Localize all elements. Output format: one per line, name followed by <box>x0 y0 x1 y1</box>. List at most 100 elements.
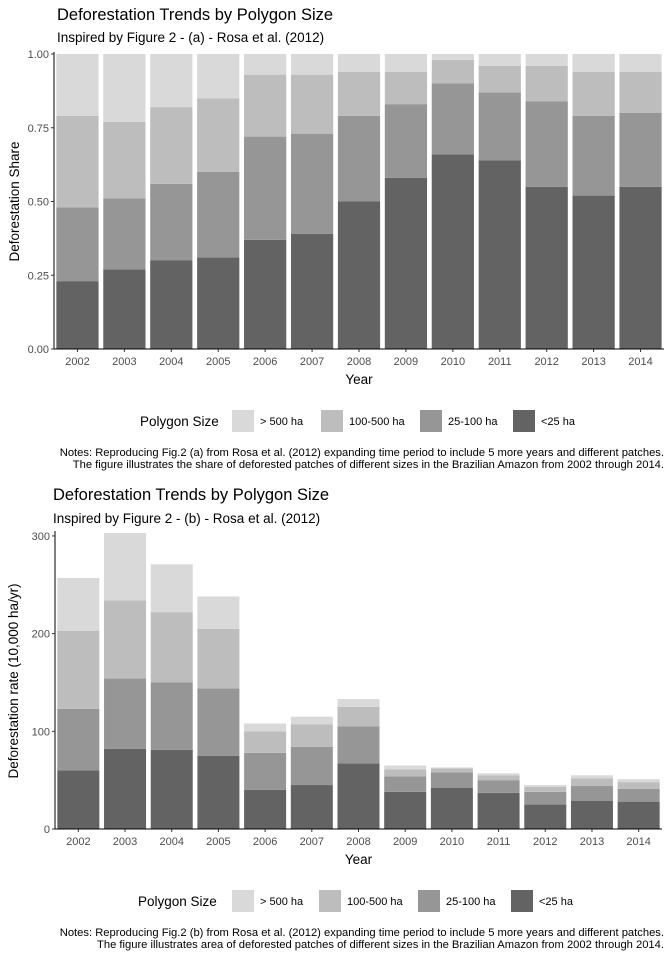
bar-segment <box>619 186 662 349</box>
bar-segment <box>244 789 287 829</box>
bar-segment <box>430 768 473 773</box>
y-tick-label: 200 <box>32 629 50 641</box>
bar-segment <box>337 706 380 727</box>
bar-segment <box>197 688 240 756</box>
bar-segment <box>524 785 567 787</box>
bar-segment <box>619 113 662 187</box>
note-line: The figure illustrates the share of defo… <box>72 459 664 471</box>
x-tick-label: 2009 <box>394 356 418 368</box>
bar-segment <box>524 791 567 805</box>
y-tick-label: 0.50 <box>28 197 49 209</box>
x-tick-label: 2014 <box>628 356 652 368</box>
x-axis-title: Year <box>345 852 373 867</box>
bar-segment <box>337 699 380 707</box>
y-axis-title: Deforestation rate (10,000 ha/yr) <box>6 583 21 778</box>
bar-segment <box>431 54 474 60</box>
x-tick-label: 2004 <box>159 836 183 848</box>
bar-segment <box>103 54 146 122</box>
bar-segment <box>244 74 287 137</box>
bar-segment <box>572 115 615 196</box>
x-tick-label: 2011 <box>488 356 512 368</box>
chart-title: Deforestation Trends by Polygon Size <box>53 486 330 504</box>
bar-segment <box>384 104 428 178</box>
chart-subtitle: Inspired by Figure 2 - (b) - Rosa et al.… <box>53 511 321 526</box>
bar-segment <box>56 115 99 208</box>
bar-segment <box>477 792 520 829</box>
legend-label: > 500 ha <box>260 896 304 908</box>
chart-notes: Notes: Reproducing Fig.2 (a) from Rosa e… <box>60 447 664 471</box>
bar-segment <box>150 54 193 108</box>
bar-segment <box>244 752 287 790</box>
bar-segment <box>150 107 193 184</box>
legend-swatch <box>321 410 343 432</box>
bar-segment <box>57 630 100 709</box>
legend-swatch <box>418 890 440 912</box>
bar-segment <box>56 54 99 116</box>
x-tick-label: 2006 <box>253 356 277 368</box>
y-tick-label: 0.75 <box>28 123 49 135</box>
bar-segment <box>337 726 380 764</box>
bar-segment <box>570 775 613 779</box>
y-tick-label: 100 <box>32 726 50 738</box>
bar-segment <box>104 748 147 829</box>
legend-label: <25 ha <box>539 896 574 908</box>
x-tick-label: 2013 <box>580 836 604 848</box>
bar-segment <box>617 788 660 802</box>
bar-segment <box>244 239 287 349</box>
bar-segment <box>525 65 568 102</box>
y-tick-label: 300 <box>32 531 50 543</box>
chart-rate: 0 100 200 300 2002 2003 2004 2005 2006 2007 2008 20… <box>6 531 662 912</box>
bar-segment <box>430 767 473 769</box>
bar-segment <box>477 775 520 781</box>
x-tick-label: 2012 <box>533 836 557 848</box>
x-tick-label: 2008 <box>347 356 371 368</box>
legend-title: Polygon Size <box>138 894 217 909</box>
x-tick-label: 2006 <box>253 836 277 848</box>
bar-segment <box>57 770 100 829</box>
bar-segment <box>337 201 381 349</box>
legend-swatch <box>319 890 341 912</box>
bar-segment <box>150 260 193 349</box>
bar-segment <box>384 769 427 777</box>
legend-swatch <box>420 410 442 432</box>
bar-segment <box>478 65 521 93</box>
bar-segment <box>244 54 287 75</box>
bar-segment <box>290 716 333 725</box>
bar-segment <box>431 83 474 155</box>
bar-segment <box>430 772 473 788</box>
bar-segment <box>104 533 147 601</box>
x-tick-label: 2009 <box>393 836 417 848</box>
bar-segment <box>197 628 240 689</box>
bar-segment <box>478 92 521 161</box>
bar-segment <box>244 723 287 732</box>
bar-segment <box>384 791 427 829</box>
legend-swatch <box>513 410 535 432</box>
bar-segment <box>337 54 381 72</box>
bar-segment <box>104 600 147 679</box>
x-tick-label: 2013 <box>581 356 605 368</box>
bar-segment <box>477 780 520 793</box>
y-tick-label: 0.00 <box>28 344 49 356</box>
bar-segment <box>150 612 193 683</box>
bar-segment <box>384 54 428 72</box>
x-tick-label: 2007 <box>300 836 324 848</box>
legend-label: 25-100 ha <box>448 416 498 428</box>
bar-segment <box>197 172 240 258</box>
bar-segment <box>337 763 380 829</box>
chart-title: Deforestation Trends by Polygon Size <box>57 6 334 24</box>
x-tick-label: 2004 <box>159 356 183 368</box>
bar-segment <box>431 59 474 84</box>
bar-segment <box>150 749 193 829</box>
bar-segment <box>477 773 520 776</box>
bar-segment <box>617 779 660 783</box>
chart-panel-share: Deforestation Trends by Polygon Size Ins… <box>7 6 664 471</box>
bar-segment <box>337 71 381 116</box>
legend-swatch <box>232 890 254 912</box>
bar-segment <box>103 121 146 199</box>
bar-segment <box>150 183 193 261</box>
bar-segment <box>524 804 567 829</box>
y-tick-label: 1.00 <box>28 49 49 61</box>
x-tick-label: 2003 <box>113 836 137 848</box>
bar-segment <box>619 71 662 113</box>
bar-segment <box>103 269 146 349</box>
